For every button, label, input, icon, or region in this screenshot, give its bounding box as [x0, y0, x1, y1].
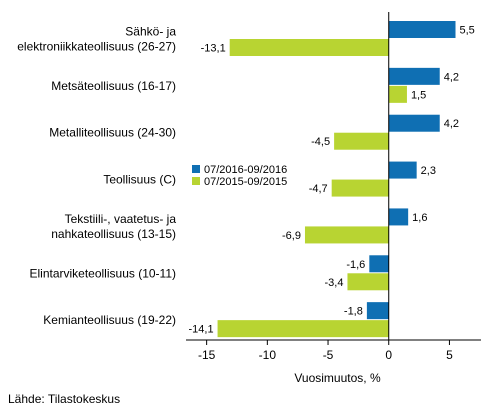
bar-previous-2 — [334, 132, 389, 150]
x-tick-label-3: 0 — [385, 348, 392, 362]
data-label-current-1: 4,2 — [444, 71, 459, 83]
category-label-1: Metsäteollisuus (16-17) — [51, 79, 176, 93]
category-label-3: Teollisuus (C) — [103, 173, 176, 187]
data-label-current-3: 2,3 — [421, 165, 436, 177]
data-label-previous-4: -6,9 — [282, 230, 301, 242]
category-label-4: Tekstiili-, vaatetus- ja nahkateollisuus … — [51, 212, 176, 241]
data-label-previous-6: -14,1 — [188, 324, 213, 336]
bar-current-1 — [388, 67, 440, 85]
bar-current-2 — [388, 114, 440, 132]
legend-label-1: 07/2015-09/2015 — [204, 176, 287, 188]
data-labels: 5,5-13,14,21,54,2-4,52,3-4,71,6-6,9-1,6-… — [188, 25, 474, 336]
data-label-current-5: -1,6 — [346, 259, 365, 271]
data-label-current-0: 5,5 — [460, 25, 475, 37]
x-tick-label-2: -5 — [323, 348, 334, 362]
category-label-0: Sähkö- ja elektroniikkateollisuus (26-27) — [17, 25, 176, 54]
bar-previous-5 — [347, 273, 389, 291]
bar-previous-0 — [229, 39, 389, 56]
data-label-previous-1: 1,5 — [411, 89, 426, 101]
bar-previous-1 — [388, 85, 407, 103]
bar-previous-4 — [304, 226, 389, 244]
data-label-current-4: 1,6 — [412, 212, 427, 224]
data-label-previous-0: -13,1 — [201, 43, 226, 55]
x-tick-label-4: 5 — [446, 348, 453, 362]
legend-label-0: 07/2016-09/2016 — [204, 164, 287, 176]
legend-swatch-0 — [192, 165, 200, 173]
bar-current-6 — [366, 302, 389, 320]
bar-current-5 — [369, 255, 389, 273]
bars-layer — [217, 21, 456, 338]
bar-previous-6 — [217, 320, 389, 338]
source-note: Lähde: Tilastokeskus — [8, 392, 121, 406]
data-label-previous-5: -3,4 — [324, 277, 343, 289]
data-label-current-6: -1,8 — [344, 306, 363, 318]
x-axis-title: Vuosimuutos, % — [294, 371, 381, 385]
category-label-6: Kemianteollisuus (19-22) — [43, 313, 176, 327]
x-tick-label-1: -10 — [259, 348, 277, 362]
data-label-previous-2: -4,5 — [311, 136, 330, 148]
bar-current-4 — [388, 208, 409, 226]
bar-previous-3 — [331, 179, 389, 197]
x-axis-ticks: -15 -10 -5 0 5 — [198, 340, 453, 362]
legend-swatch-1 — [192, 177, 200, 185]
category-label-5: Elintarviketeollisuus (10-11) — [29, 266, 176, 280]
bar-current-0 — [388, 21, 456, 38]
bar-current-3 — [388, 161, 417, 179]
category-label-2: Metalliteollisuus (24-30) — [49, 126, 176, 140]
x-tick-label-0: -15 — [198, 348, 216, 362]
data-label-current-2: 4,2 — [444, 118, 459, 130]
data-label-previous-3: -4,7 — [309, 183, 328, 195]
category-labels: Sähkö- ja elektroniikkateollisuus (26-27)… — [17, 25, 176, 328]
